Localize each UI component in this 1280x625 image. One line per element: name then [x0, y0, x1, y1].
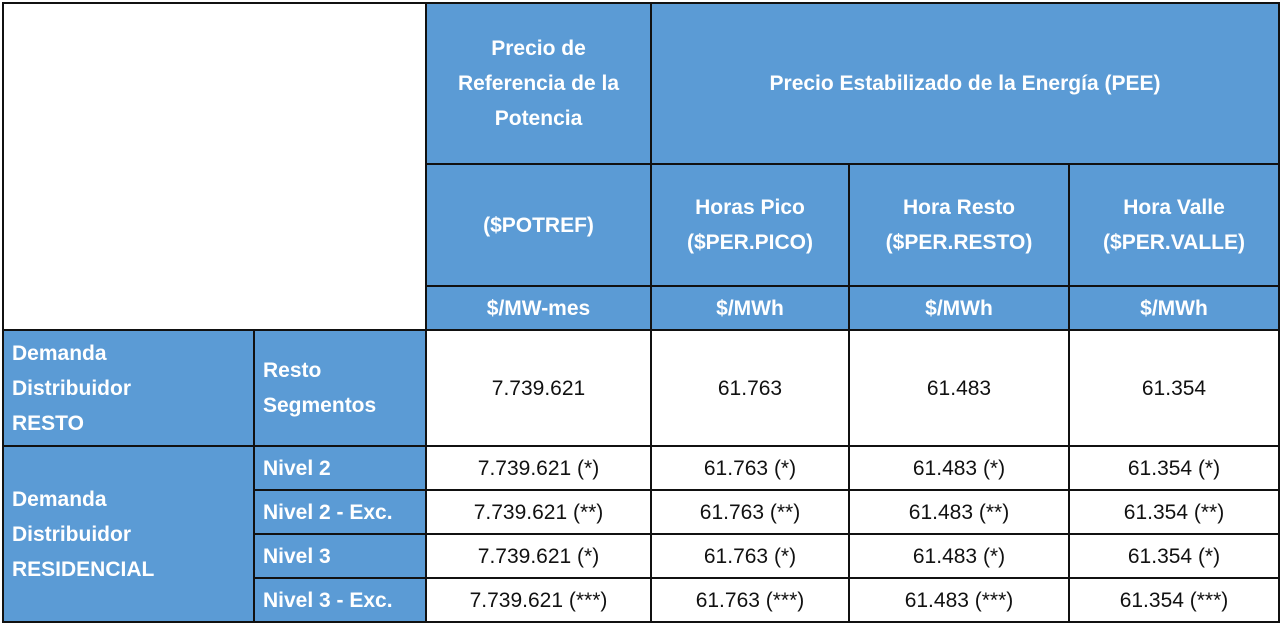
price-value: 61.483 (*) [848, 445, 1070, 491]
price-value: 61.483 (*) [848, 533, 1070, 579]
header-potencia: Precio de Referencia de la Potencia [425, 2, 652, 165]
text-line: ($POTREF) [483, 213, 594, 237]
price-value: 7.739.621 [425, 329, 652, 447]
text-line: Distribuidor [12, 522, 131, 546]
text-line: Precio de [491, 37, 586, 60]
text-line: ($PER.VALLE) [1103, 231, 1245, 254]
text-line: Hora Resto [902, 196, 1016, 219]
table-row: Demanda Distribuidor RESIDENCIAL Nivel 2 7.7… [2, 445, 1280, 623]
table-row: Nivel 3 7.739.621 (*) 61.763 (*) 61.483 (*)… [3, 533, 1280, 579]
price-value: 61.763 (*) [650, 445, 850, 491]
price-value: 61.483 (**) [848, 489, 1070, 535]
segment-label: Nivel 3 [253, 533, 427, 579]
price-value: 61.763 (***) [650, 577, 850, 623]
table-row: ($POTREF) Horas Pico ($PER.PICO) Hora Resto… [3, 163, 1280, 287]
text-line: Distribuidor [12, 376, 131, 400]
price-value: 61.354 (*) [1068, 533, 1280, 579]
column-name: Hora Resto ($PER.RESTO) [848, 163, 1070, 287]
price-value: 7.739.621 (**) [425, 489, 652, 535]
table-row: $/MW-mes $/MWh $/MWh $/MWh [3, 285, 1280, 331]
price-value: 7.739.621 (*) [425, 445, 652, 491]
price-value: 61.354 (*) [1068, 445, 1280, 491]
empty-corner [2, 2, 427, 331]
price-value: 61.354 (**) [1068, 489, 1280, 535]
text-line: Nivel 2 - Exc. [263, 500, 393, 524]
text-line: Horas Pico [695, 196, 805, 219]
column-name: Hora Valle ($PER.VALLE) [1068, 163, 1280, 287]
header-energia: Precio Estabilizado de la Energía (PEE) [650, 2, 1280, 165]
text-line: Nivel 3 [263, 544, 331, 568]
table-row: Demanda Distribuidor RESTO Resto Segmentos 7.… [2, 329, 1280, 447]
text-line: ($PER.RESTO) [885, 231, 1033, 254]
text-line: Nivel 3 - Exc. [263, 588, 393, 612]
text-line: Nivel 2 [263, 456, 331, 480]
text-line: Potencia [494, 107, 583, 130]
segment-label: Resto Segmentos [253, 329, 427, 447]
price-value: 61.354 (***) [1068, 577, 1280, 623]
segment-label: Nivel 2 [253, 445, 427, 491]
text-line: Demanda [12, 487, 107, 511]
price-value: 61.483 (***) [848, 577, 1070, 623]
segment-label: Nivel 3 - Exc. [253, 577, 427, 623]
column-unit: $/MW-mes [425, 285, 652, 331]
table-row: Precio de Referencia de la Potencia Precio … [2, 2, 1280, 331]
table-row: Nivel 2 - Exc. 7.739.621 (**) 61.763 (**) 6… [3, 489, 1280, 535]
table-row: Nivel 3 - Exc. 7.739.621 (***) 61.763 (***… [3, 577, 1280, 623]
price-value: 61.354 [1068, 329, 1280, 447]
text-line: RESIDENCIAL [12, 557, 155, 581]
column-unit: $/MWh [848, 285, 1070, 331]
text-line: Resto [263, 359, 322, 382]
column-unit: $/MWh [650, 285, 850, 331]
group-label: Demanda Distribuidor RESTO [2, 329, 255, 447]
text-line: Demanda [12, 341, 107, 365]
price-value: 7.739.621 (*) [425, 533, 652, 579]
price-value: 61.763 (**) [650, 489, 850, 535]
text-line: Referencia de la [457, 72, 620, 95]
text-line: ($PER.PICO) [686, 231, 814, 254]
text-line: Hora Valle [1123, 196, 1225, 219]
price-value: 61.763 (*) [650, 533, 850, 579]
segment-label: Nivel 2 - Exc. [253, 489, 427, 535]
text-line: RESTO [12, 411, 84, 435]
column-name: ($POTREF) [425, 163, 652, 287]
group-label: Demanda Distribuidor RESIDENCIAL [2, 445, 255, 623]
price-value: 61.483 [848, 329, 1070, 447]
price-value: 7.739.621 (***) [425, 577, 652, 623]
column-unit: $/MWh [1068, 285, 1280, 331]
text-line: Segmentos [263, 394, 377, 417]
price-value: 61.763 [650, 329, 850, 447]
column-name: Horas Pico ($PER.PICO) [650, 163, 850, 287]
